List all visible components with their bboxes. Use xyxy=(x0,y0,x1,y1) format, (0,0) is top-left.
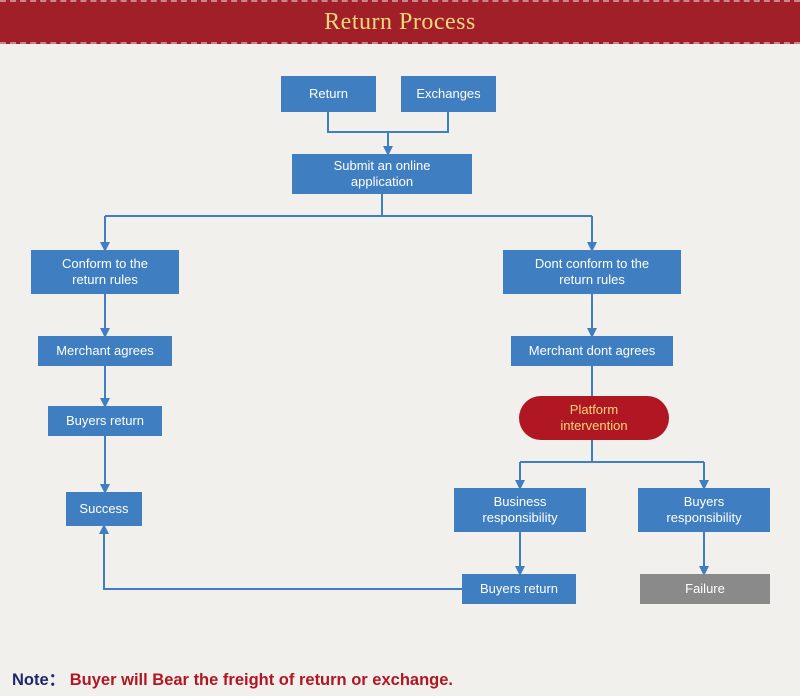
node-buyers_return_r: Buyers return xyxy=(462,574,576,604)
edge xyxy=(105,194,382,216)
banner-title: Return Process xyxy=(324,9,476,36)
edge xyxy=(328,112,448,132)
node-success: Success xyxy=(66,492,142,526)
edge xyxy=(520,440,704,462)
node-merch_agree: Merchant agrees xyxy=(38,336,172,366)
banner: Return Process xyxy=(0,0,800,44)
node-buy_resp: Buyers responsibility xyxy=(638,488,770,532)
note-label: Note： xyxy=(12,671,65,689)
flow-canvas: Return Exchanges Submit an online applicat… xyxy=(0,44,800,654)
node-exchanges: Exchanges xyxy=(401,76,496,112)
node-buyers_return_l: Buyers return xyxy=(48,406,162,436)
node-dontconform: Dont conform to the return rules xyxy=(503,250,681,294)
node-conform: Conform to the return rules xyxy=(31,250,179,294)
node-return: Return xyxy=(281,76,376,112)
node-biz_resp: Business responsibility xyxy=(454,488,586,532)
footer-note: Note： Buyer will Bear the freight of ret… xyxy=(12,666,453,690)
node-merch_dont: Merchant dont agrees xyxy=(511,336,673,366)
node-failure: Failure xyxy=(640,574,770,604)
edge xyxy=(104,532,462,589)
node-submit: Submit an online application xyxy=(292,154,472,194)
node-platform: Platform intervention xyxy=(519,396,669,440)
note-text: Buyer will Bear the freight of return or… xyxy=(70,671,453,689)
